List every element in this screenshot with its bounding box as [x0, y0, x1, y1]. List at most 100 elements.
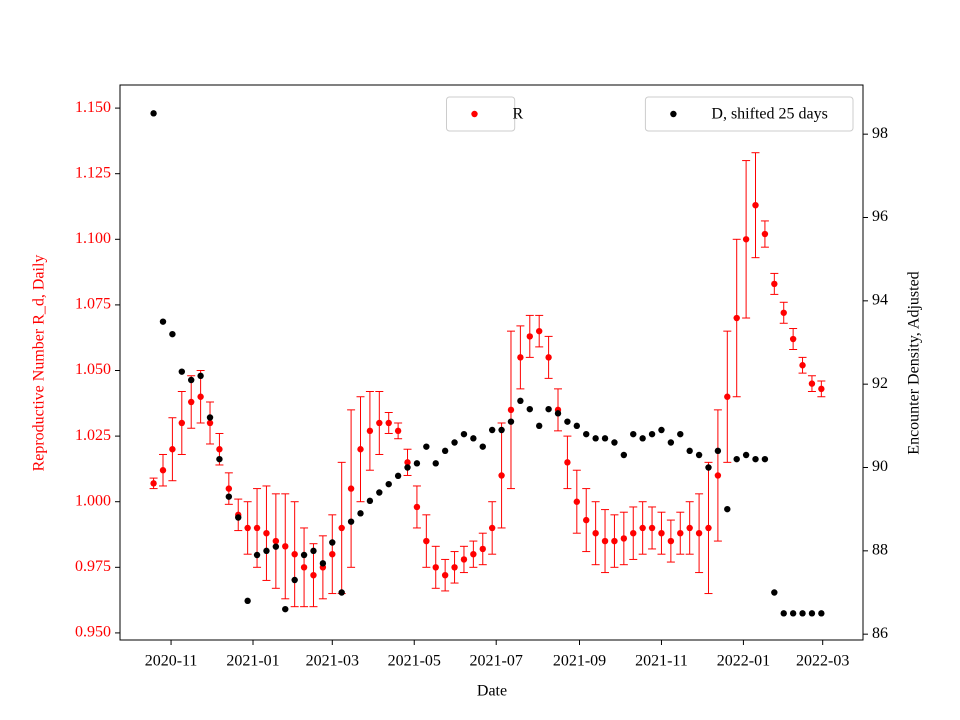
x-tick-label: 2022-03 [796, 653, 849, 670]
point [338, 524, 345, 532]
point [150, 480, 157, 487]
point [630, 430, 637, 438]
point [404, 459, 411, 466]
point [601, 435, 609, 442]
point [244, 597, 251, 605]
point [329, 550, 336, 558]
y-tick-label: 1.000 [75, 492, 111, 509]
y-axis-label: Reproductive Number R_d, Daily [31, 255, 48, 472]
point [206, 419, 214, 427]
point [244, 524, 251, 532]
point [253, 551, 261, 559]
point [545, 354, 552, 361]
point [564, 459, 571, 466]
point [818, 385, 825, 393]
point [347, 518, 355, 525]
plot-frame [119, 84, 864, 641]
point [742, 451, 750, 459]
point [432, 460, 439, 467]
point [460, 430, 468, 438]
point [620, 451, 628, 459]
point [300, 551, 308, 559]
point [263, 547, 270, 555]
point [272, 537, 280, 545]
point [677, 529, 684, 537]
point [752, 455, 759, 463]
point [535, 327, 543, 335]
point [385, 419, 392, 427]
point [639, 524, 646, 532]
legend-box [446, 96, 516, 132]
point [517, 354, 524, 361]
point [695, 529, 703, 537]
y-tick-label: 1.125 [75, 164, 111, 181]
point [808, 610, 816, 617]
y2-tick-label: 96 [872, 208, 888, 225]
point [159, 318, 167, 325]
point [780, 610, 787, 617]
point [282, 543, 289, 550]
point [789, 610, 797, 617]
point [648, 524, 656, 532]
point [742, 236, 750, 243]
point [705, 524, 712, 532]
point [470, 435, 477, 442]
legend-label: D, shifted 25 days [711, 106, 827, 123]
point [733, 314, 740, 322]
point [545, 405, 552, 413]
point [752, 201, 759, 209]
point [479, 443, 486, 450]
y-tick-label: 0.950 [75, 624, 111, 641]
point [413, 503, 421, 511]
point [291, 576, 298, 584]
point [441, 447, 449, 455]
point [310, 547, 317, 555]
point [601, 537, 609, 545]
point [451, 439, 458, 446]
point [620, 535, 628, 542]
point [385, 480, 392, 488]
point [206, 414, 214, 421]
point [394, 427, 402, 435]
point [771, 280, 778, 288]
y2-axis-label: Encounter Density, Adjusted [906, 271, 923, 454]
point [535, 422, 543, 430]
point [338, 589, 345, 596]
point [310, 571, 317, 579]
legend-marker [471, 110, 478, 118]
point [761, 455, 769, 463]
point [611, 439, 618, 446]
point [272, 543, 280, 550]
point [423, 537, 430, 545]
point [188, 398, 195, 406]
point [611, 537, 618, 545]
point [808, 380, 816, 387]
point [169, 330, 176, 338]
y2-tick-label: 90 [872, 458, 888, 475]
point [592, 435, 599, 442]
point [761, 230, 769, 238]
point [347, 485, 355, 492]
point [366, 427, 374, 435]
point [686, 524, 693, 532]
point [159, 467, 167, 474]
point [686, 447, 693, 455]
point [216, 446, 223, 453]
point [799, 610, 806, 617]
point [329, 539, 336, 546]
x-tick-label: 2021-07 [470, 653, 523, 670]
point [714, 472, 722, 479]
point [282, 605, 289, 613]
point [197, 372, 204, 380]
point [564, 418, 571, 425]
point [714, 447, 722, 455]
point [507, 406, 515, 414]
point [423, 443, 430, 450]
point [178, 419, 186, 427]
point [677, 430, 684, 438]
point [197, 393, 204, 400]
point [263, 529, 270, 537]
x-tick-label: 2021-03 [306, 653, 359, 670]
point [573, 498, 581, 505]
y-tick-label: 1.025 [75, 427, 111, 444]
